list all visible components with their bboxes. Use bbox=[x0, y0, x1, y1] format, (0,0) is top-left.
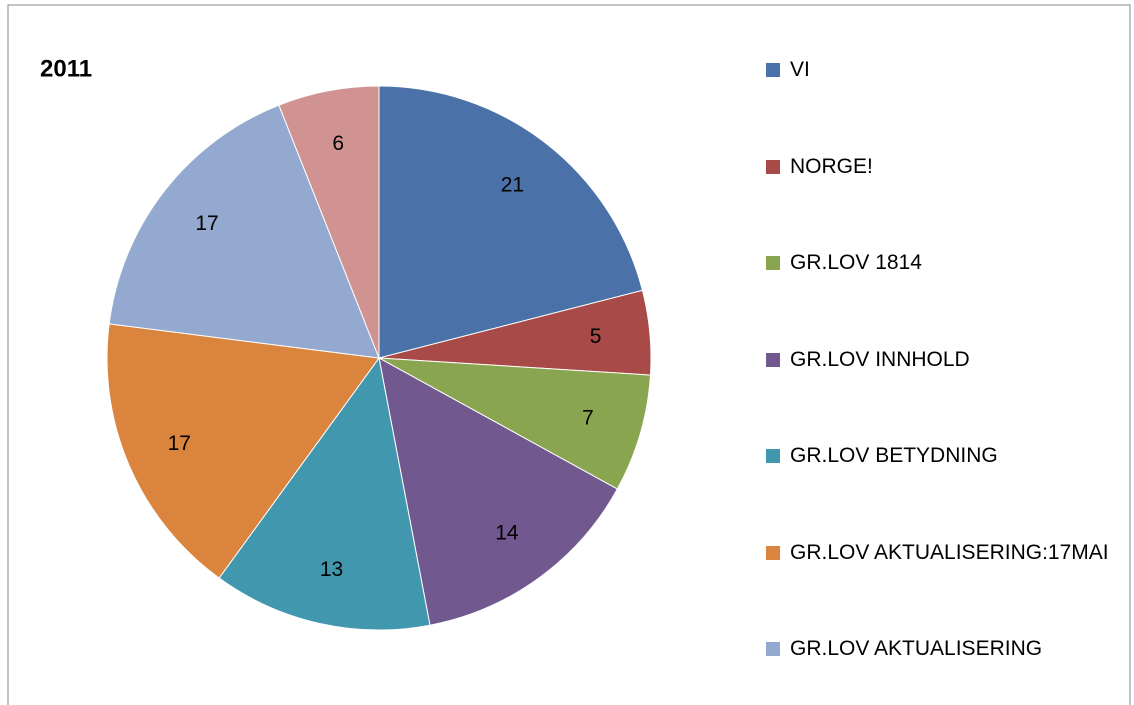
slice-label: 5 bbox=[590, 325, 602, 348]
pie-slice bbox=[378, 357, 651, 490]
legend-swatch bbox=[766, 256, 780, 270]
pie-slice bbox=[378, 357, 619, 626]
legend-item: VI bbox=[766, 55, 810, 85]
legend-swatch bbox=[766, 352, 780, 367]
legend-item: NORGE! bbox=[766, 152, 873, 182]
legend-swatch bbox=[766, 449, 780, 463]
legend-item: GR.LOV AKTUALISERING:17MAI bbox=[766, 538, 1109, 568]
legend-label: GR.LOV BETYDNING bbox=[790, 444, 998, 467]
legend-swatch bbox=[766, 63, 780, 77]
legend-label: GR.LOV AKTUALISERING bbox=[790, 637, 1043, 660]
legend-label: GR.LOV 1814 bbox=[790, 251, 922, 274]
slice-label: 6 bbox=[332, 132, 344, 155]
legend-label: GR.LOV AKTUALISERING:17MAI bbox=[790, 540, 1109, 564]
legend-item: GR.LOV 1814 bbox=[766, 248, 922, 278]
pie-slice bbox=[278, 85, 380, 359]
legend-label: NORGE! bbox=[790, 154, 873, 178]
frame bbox=[7, 4, 1131, 705]
pie-slice bbox=[108, 104, 380, 359]
legend-label: VI bbox=[790, 58, 810, 81]
slice-label: 21 bbox=[501, 174, 524, 197]
slice-label: 13 bbox=[320, 558, 343, 581]
slice-label: 17 bbox=[168, 432, 191, 455]
legend-label: GR.LOV INNHOLD bbox=[790, 347, 970, 371]
legend-swatch bbox=[766, 545, 780, 560]
legend-item: GR.LOV BETYDNING bbox=[766, 441, 998, 471]
legend-item: GR.LOV INNHOLD bbox=[766, 345, 970, 375]
legend-swatch bbox=[766, 159, 780, 174]
pie-slice bbox=[378, 85, 644, 359]
slice-label: 17 bbox=[195, 212, 218, 235]
pie-slice bbox=[106, 323, 380, 579]
legend-item: GR.LOV AKTUALISERING bbox=[766, 634, 1042, 664]
slice-label: 14 bbox=[495, 522, 519, 545]
slice-label: 7 bbox=[582, 406, 594, 429]
legend-swatch bbox=[766, 642, 780, 656]
pie-slice bbox=[218, 356, 431, 631]
chart-title: 2011 bbox=[40, 55, 92, 82]
